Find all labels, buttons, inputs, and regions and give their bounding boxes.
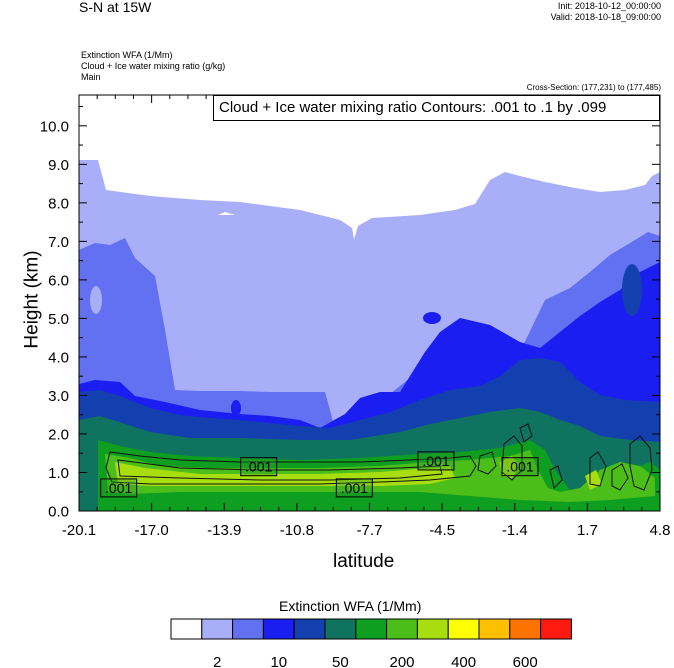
- contour-labels: .001 .001 .001 .001 .001: [100, 451, 539, 498]
- x-tick-label: -4.5: [429, 522, 455, 539]
- colorbar-swatch: [509, 618, 542, 640]
- y-tick-label: 9.0: [48, 157, 69, 174]
- fill-level-lime: [115, 462, 455, 486]
- colorbar-tick-label: 400: [451, 654, 476, 668]
- field-label-cloud-ice: Cloud + Ice water mixing ratio (g/kg): [81, 61, 226, 71]
- plot-title: S-N at 15W: [79, 0, 152, 15]
- contour-label-box: [501, 457, 539, 477]
- contour-right-2: [477, 451, 497, 475]
- y-tick-label: 6.0: [48, 272, 69, 289]
- colorbar-tick-label: 10: [270, 654, 287, 668]
- y-tick-label: 10.0: [40, 118, 69, 135]
- y-tick-label: 1.0: [48, 465, 69, 482]
- contour-label: .001: [105, 480, 132, 496]
- valid-time: Valid: 2018-10-18_09:00:00: [550, 12, 661, 22]
- y-tick-label: 4.0: [48, 349, 69, 366]
- colorbar-tick-label: 200: [389, 654, 414, 668]
- contour-label: .001: [245, 459, 272, 475]
- blob-blue-3: [231, 400, 241, 416]
- init-time: Init: 2018-10-12_00:00:00: [557, 1, 661, 11]
- colorbar: 2 10 50 200 400 600: [170, 618, 572, 668]
- blob-lavender-1: [90, 286, 102, 314]
- blob-blue-1: [423, 312, 441, 324]
- filled-contours: [79, 95, 660, 511]
- field-label-extinction: Extinction WFA (1/Mm): [81, 50, 173, 60]
- x-tick-label: -20.1: [62, 522, 96, 539]
- y-tick-label: 5.0: [48, 311, 69, 328]
- colorbar-swatch: [201, 618, 234, 640]
- contour-inner-band: [117, 459, 443, 481]
- contour-main-band: [105, 451, 477, 485]
- contour-right-7: [519, 423, 533, 443]
- contour-right-6: [549, 465, 563, 489]
- colorbar-swatch: [386, 618, 418, 640]
- field-label-main: Main: [81, 72, 101, 82]
- colorbar-swatch: [416, 618, 449, 640]
- x-tick-label: -13.9: [207, 522, 241, 539]
- contour-right-3: [589, 451, 607, 487]
- x-tick-label: -17.0: [135, 522, 169, 539]
- contour-label-box: [417, 451, 455, 471]
- contour-label: .001: [422, 453, 449, 469]
- colorbar-swatch: [293, 618, 326, 640]
- x-axis-title: latitude: [333, 551, 395, 572]
- y-tick-label: 8.0: [48, 195, 69, 212]
- y-tick-label: 3.0: [48, 388, 69, 405]
- colorbar-swatch: [447, 618, 480, 640]
- x-tick-label: -10.8: [280, 522, 314, 539]
- cross-section-label: Cross-Section: (177,231) to (177,485): [526, 83, 661, 92]
- y-axis: 0.0 1.0 2.0 3.0 4.0 5.0 6.0 7.0 8.0 9.0 10.0: [40, 106, 660, 521]
- contour-label: .001: [506, 459, 533, 475]
- x-tick-label: 4.8: [650, 522, 671, 539]
- y-axis-title: Height (km): [21, 250, 43, 349]
- contour-right-4: [629, 435, 653, 491]
- contour-label: .001: [341, 480, 368, 496]
- fill-level-lime-2: [500, 456, 520, 478]
- contour-info-box: [213, 95, 660, 121]
- x-tick-label: -1.4: [502, 522, 528, 539]
- x-tick-label: 1.7: [577, 522, 598, 539]
- colorbar-swatch: [324, 618, 357, 640]
- contour-right-5: [611, 463, 629, 491]
- colorbar-tick-label: 50: [332, 654, 349, 668]
- y-tick-label: 2.0: [48, 426, 69, 443]
- fill-level-lime-3: [585, 470, 602, 490]
- colorbar-swatch: [478, 618, 511, 640]
- colorbar-tick-label: 2: [213, 654, 221, 668]
- contour-label-box: [240, 457, 278, 477]
- contour-info-text: Cloud + Ice water mixing ratio Contours:…: [219, 99, 607, 116]
- colorbar-swatch: [262, 618, 295, 640]
- colorbar-swatch: [540, 618, 572, 640]
- colorbar-swatch: [355, 618, 388, 640]
- colorbar-tick-label: 600: [513, 654, 538, 668]
- y-tick-label: 7.0: [48, 234, 69, 251]
- blob-blue-2: [622, 264, 642, 316]
- contour-label-box: [335, 478, 373, 498]
- colorbar-swatch: [170, 618, 203, 640]
- x-tick-label: -7.7: [357, 522, 383, 539]
- y-tick-label: 0.0: [48, 504, 69, 521]
- contour-label-box: [100, 478, 138, 498]
- colorbar-swatch: [232, 618, 264, 640]
- colorbar-title: Extinction WFA (1/Mm): [279, 598, 422, 614]
